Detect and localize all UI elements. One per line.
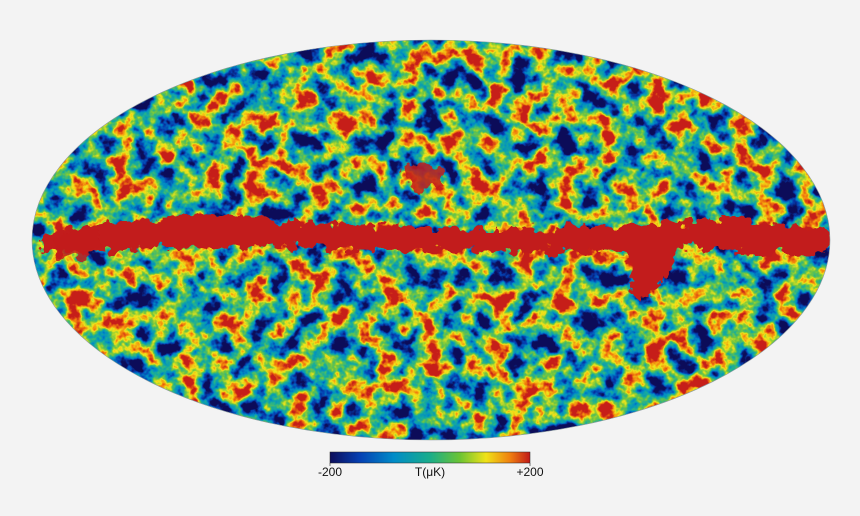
colorbar [329, 451, 531, 464]
colorbar-tick-label: -200 [318, 465, 342, 479]
colorbar-tick-label: +200 [516, 465, 543, 479]
galactic-plane [40, 216, 830, 300]
colorbar-title: T(μK) [415, 465, 445, 479]
map-outline [31, 39, 831, 441]
sky-map [32, 40, 830, 440]
galactic-patch [58, 163, 446, 258]
